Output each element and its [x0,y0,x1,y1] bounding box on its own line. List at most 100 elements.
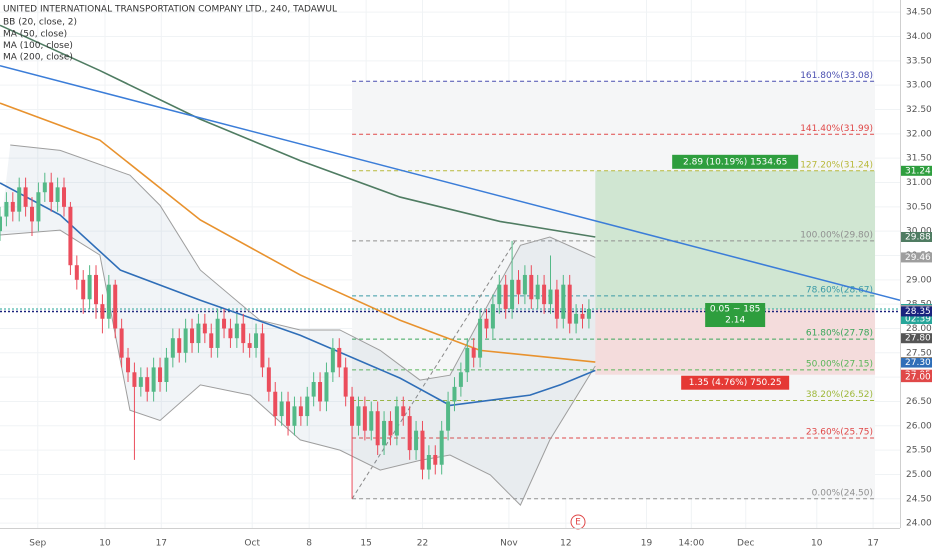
candle-body [215,318,220,348]
event-label: E [575,518,581,528]
fib-label: 141.40%(31.99) [800,124,873,134]
candle-body [106,284,111,319]
price-label: 27.80 [905,334,931,344]
candle-body [23,187,28,207]
candle-body [414,430,419,451]
y-tick-label: 29.00 [906,275,932,285]
candle-body [516,279,521,295]
x-tick-label: 10 [99,539,111,549]
candle-body [311,382,316,397]
y-tick-label: 34.00 [906,32,932,42]
candle-body [586,309,591,319]
candle-body [574,313,579,324]
candle-body [388,420,393,436]
y-tick-label: 31.00 [906,178,932,188]
candle-body [362,406,367,431]
candle-body [247,343,252,348]
price-label-box [901,372,932,383]
y-tick-label: 33.00 [906,81,932,91]
candle-body [260,333,265,368]
candle-body [407,416,412,451]
fib-label: 100.00%(29.80) [800,230,873,240]
candle-body [433,455,438,465]
candle-body [484,318,489,329]
price-label: 27.30 [905,358,931,368]
x-tick-label: 14:00 [678,539,704,549]
x-tick-label: Oct [244,539,260,549]
candle-body [87,274,92,300]
candle-body [478,318,483,358]
legend-entry: BB (20, close, 2) [3,18,77,28]
candle-body [580,313,585,319]
candle-body [36,192,41,222]
candle-body [369,411,374,431]
stop-label: 1.35 (4.76%) 750.25 [689,378,782,388]
plot: 161.80%(33.08) 141.40%(31.99) 127.20%(31.2… [0,0,901,530]
candle-body [318,382,323,402]
candle-body [266,367,271,392]
candle-body [324,372,329,402]
x-tick-label: 22 [417,539,428,549]
price-label-box [901,357,932,368]
candle-body [465,347,470,373]
candle-body [190,328,195,344]
candle-body [113,284,118,329]
candle-body [119,328,124,358]
candle-body [177,338,182,353]
price-label-box [901,333,932,344]
center-label: 0.05 ~ 185 [710,305,760,315]
trendline [0,64,901,301]
x-tick-label: 19 [641,539,653,549]
candle-body [170,338,175,358]
y-tick-label: 26.50 [906,397,932,407]
legend-entry: MA (100, close) [3,41,73,51]
price-label-box [901,231,932,242]
candle-body [554,289,559,319]
fib-label: 38.20%(26.52) [806,390,873,400]
fib-label: 23.60%(25.75) [806,427,873,437]
candle-body [458,372,463,387]
x-tick-label: 12 [560,539,571,549]
candle-body [305,396,310,417]
candle-body [164,357,169,383]
candle-body [209,333,214,348]
price-label: 29.88 [905,232,931,242]
candle-body [228,328,233,339]
y-tick-label: 30.00 [906,227,932,237]
y-tick-label: 30.50 [906,202,932,212]
legend-entry: MA (50, close) [3,30,67,40]
moving-average [0,24,596,238]
candle-body [286,401,291,426]
fib-area [352,81,876,499]
candle-body [241,323,246,344]
candle-body [510,279,515,310]
candle-body [426,455,431,470]
candle-body [138,377,143,387]
y-tick-label: 28.00 [906,324,932,334]
candle-body [535,284,540,300]
candle-body [561,284,566,319]
candle-body [126,357,131,373]
candle-body [292,406,297,426]
candle-body [503,284,508,310]
price-label: 28.35 [905,307,931,317]
target-zone [595,170,876,310]
y-tick-label: 24.50 [906,494,932,504]
candle-body [279,401,284,417]
candle-body [68,206,73,266]
price-label: 29.46 [905,253,931,263]
x-tick-label: 10 [811,539,823,549]
candle-body [298,406,303,417]
fib-label: 127.20%(31.24) [800,160,873,170]
stop-label-box [681,375,790,390]
legend-entry: MA (200, close) [3,53,73,63]
candle-body [382,420,387,446]
candle-body [548,289,553,305]
candle-body [254,333,259,348]
candle-body [471,347,476,358]
y-tick-label: 26.00 [906,421,932,431]
fib-label: 161.80%(33.08) [800,71,873,81]
x-tick-label: 17 [867,539,878,549]
candle-body [529,274,534,300]
candle-body [81,279,86,300]
